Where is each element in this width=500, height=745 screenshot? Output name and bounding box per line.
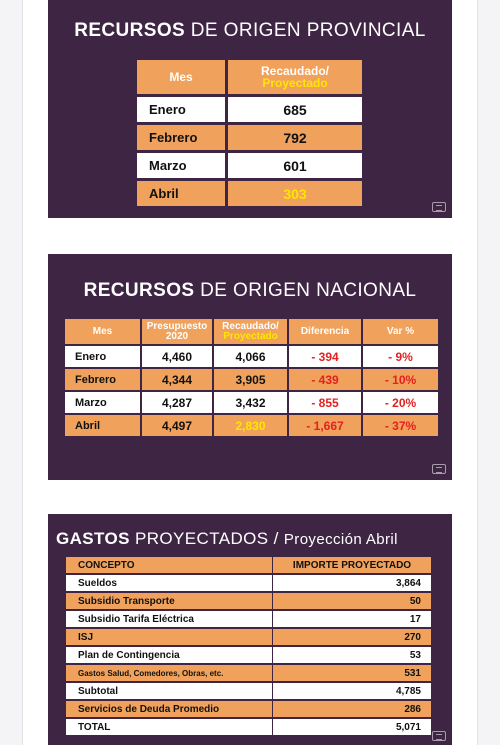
table-row: TOTAL 5,071	[66, 719, 431, 735]
title-sub: Proyección Abril	[283, 531, 398, 548]
cell-concepto: Gastos Salud, Comedores, Obras, etc.	[66, 665, 272, 681]
table-row: Subsidio Transporte 50	[66, 593, 431, 609]
cell-importe: 270	[273, 629, 431, 645]
cell-importe: 531	[273, 665, 431, 681]
header-recaudado-line2: Proyectado	[262, 76, 328, 90]
table-row: Subtotal 4,785	[66, 683, 431, 699]
cell-recaudado: 4,066	[214, 346, 287, 367]
cell-diferencia: - 439	[289, 369, 361, 390]
cell-concepto: Subsidio Tarifa Eléctrica	[66, 611, 272, 627]
gastos-table: CONCEPTO IMPORTE PROYECTADO Sueldos 3,86…	[65, 555, 432, 737]
slide-title: GASTOS PROYECTADOS / Proyección Abril	[56, 529, 452, 549]
slide-title: RECURSOS DE ORIGEN PROVINCIAL	[48, 20, 452, 42]
header-recaudado-line1: Recaudado/	[222, 320, 279, 332]
cell-importe: 4,785	[273, 683, 431, 699]
table-row: Sueldos 3,864	[66, 575, 431, 591]
header-concepto: CONCEPTO	[66, 557, 272, 573]
cell-mes: Febrero	[137, 125, 225, 150]
header-importe: IMPORTE PROYECTADO	[273, 557, 431, 573]
title-rest: DE ORIGEN NACIONAL	[194, 280, 417, 301]
table-row: Plan de Contingencia 53	[66, 647, 431, 663]
provincial-table: Mes Recaudado/Proyectado Enero 685 Febre…	[134, 57, 365, 209]
cell-importe: 17	[273, 611, 431, 627]
title-mid: PROYECTADOS /	[129, 529, 284, 548]
header-presupuesto: Presupuesto 2020	[142, 319, 212, 344]
cell-recaudado: 2,830	[214, 415, 287, 436]
title-bold: RECURSOS	[74, 20, 186, 41]
cell-mes: Abril	[65, 415, 140, 436]
cell-presupuesto: 4,287	[142, 392, 212, 413]
cell-concepto: ISJ	[66, 629, 272, 645]
cell-presupuesto: 4,497	[142, 415, 212, 436]
header-mes: Mes	[137, 60, 225, 94]
cell-valor: 685	[228, 97, 362, 122]
nacional-table: Mes Presupuesto 2020 Recaudado/Proyectado…	[63, 317, 440, 438]
cell-importe: 5,071	[273, 719, 431, 735]
table-row: Febrero 792	[137, 125, 362, 150]
cell-diferencia: - 394	[289, 346, 361, 367]
cell-concepto: Servicios de Deuda Promedio	[66, 701, 272, 717]
cell-concepto: TOTAL	[66, 719, 272, 735]
table-row: Abril 4,497 2,830 - 1,667 - 37%	[65, 415, 438, 436]
cell-mes: Enero	[137, 97, 225, 122]
table-row: ISJ 270	[66, 629, 431, 645]
title-bold: RECURSOS	[83, 280, 195, 301]
cell-concepto: Subtotal	[66, 683, 272, 699]
cell-var: - 10%	[363, 369, 438, 390]
header-recaudado: Recaudado/Proyectado	[228, 60, 362, 94]
cell-importe: 286	[273, 701, 431, 717]
header-diferencia: Diferencia	[289, 319, 361, 344]
table-row: Febrero 4,344 3,905 - 439 - 10%	[65, 369, 438, 390]
cell-valor: 601	[228, 153, 362, 178]
government-seal-icon	[432, 464, 446, 474]
cell-mes: Enero	[65, 346, 140, 367]
cell-var: - 37%	[363, 415, 438, 436]
title-rest: DE ORIGEN PROVINCIAL	[185, 20, 426, 41]
cell-diferencia: - 855	[289, 392, 361, 413]
slide-gastos-proyectados: GASTOS PROYECTADOS / Proyección Abril CO…	[48, 514, 452, 745]
government-seal-icon	[432, 202, 446, 212]
cell-mes: Febrero	[65, 369, 140, 390]
header-presupuesto-line1: Presupuesto	[146, 320, 208, 332]
cell-mes: Marzo	[137, 153, 225, 178]
cell-importe: 53	[273, 647, 431, 663]
cell-importe: 50	[273, 593, 431, 609]
slide-title: RECURSOS DE ORIGEN NACIONAL	[48, 280, 452, 302]
cell-concepto: Sueldos	[66, 575, 272, 591]
header-recaudado: Recaudado/Proyectado	[214, 319, 287, 344]
cell-concepto: Subsidio Transporte	[66, 593, 272, 609]
header-var: Var %	[363, 319, 438, 344]
cell-mes: Abril	[137, 181, 225, 206]
cell-recaudado: 3,432	[214, 392, 287, 413]
header-mes: Mes	[65, 319, 140, 344]
table-row: Marzo 4,287 3,432 - 855 - 20%	[65, 392, 438, 413]
table-row: Marzo 601	[137, 153, 362, 178]
cell-concepto: Plan de Contingencia	[66, 647, 272, 663]
header-recaudado-line2: Proyectado	[223, 330, 278, 342]
table-row: Enero 4,460 4,066 - 394 - 9%	[65, 346, 438, 367]
cell-mes: Marzo	[65, 392, 140, 413]
header-recaudado-line1: Recaudado/	[260, 64, 329, 78]
slide-recursos-nacionales: RECURSOS DE ORIGEN NACIONAL Mes Presupue…	[48, 254, 452, 480]
government-seal-icon	[432, 731, 446, 741]
cell-importe: 3,864	[273, 575, 431, 591]
table-row: Gastos Salud, Comedores, Obras, etc. 531	[66, 665, 431, 681]
table-row: Abril 303	[137, 181, 362, 206]
table-row: Enero 685	[137, 97, 362, 122]
table-row: Subsidio Tarifa Eléctrica 17	[66, 611, 431, 627]
header-presupuesto-line2: 2020	[165, 330, 189, 342]
cell-recaudado: 3,905	[214, 369, 287, 390]
cell-diferencia: - 1,667	[289, 415, 361, 436]
slide-recursos-provinciales: RECURSOS DE ORIGEN PROVINCIAL Mes Recaud…	[48, 0, 452, 218]
table-row: Servicios de Deuda Promedio 286	[66, 701, 431, 717]
title-bold: GASTOS	[56, 529, 130, 548]
cell-var: - 20%	[363, 392, 438, 413]
cell-presupuesto: 4,344	[142, 369, 212, 390]
cell-presupuesto: 4,460	[142, 346, 212, 367]
cell-var: - 9%	[363, 346, 438, 367]
cell-valor: 303	[228, 181, 362, 206]
cell-valor: 792	[228, 125, 362, 150]
